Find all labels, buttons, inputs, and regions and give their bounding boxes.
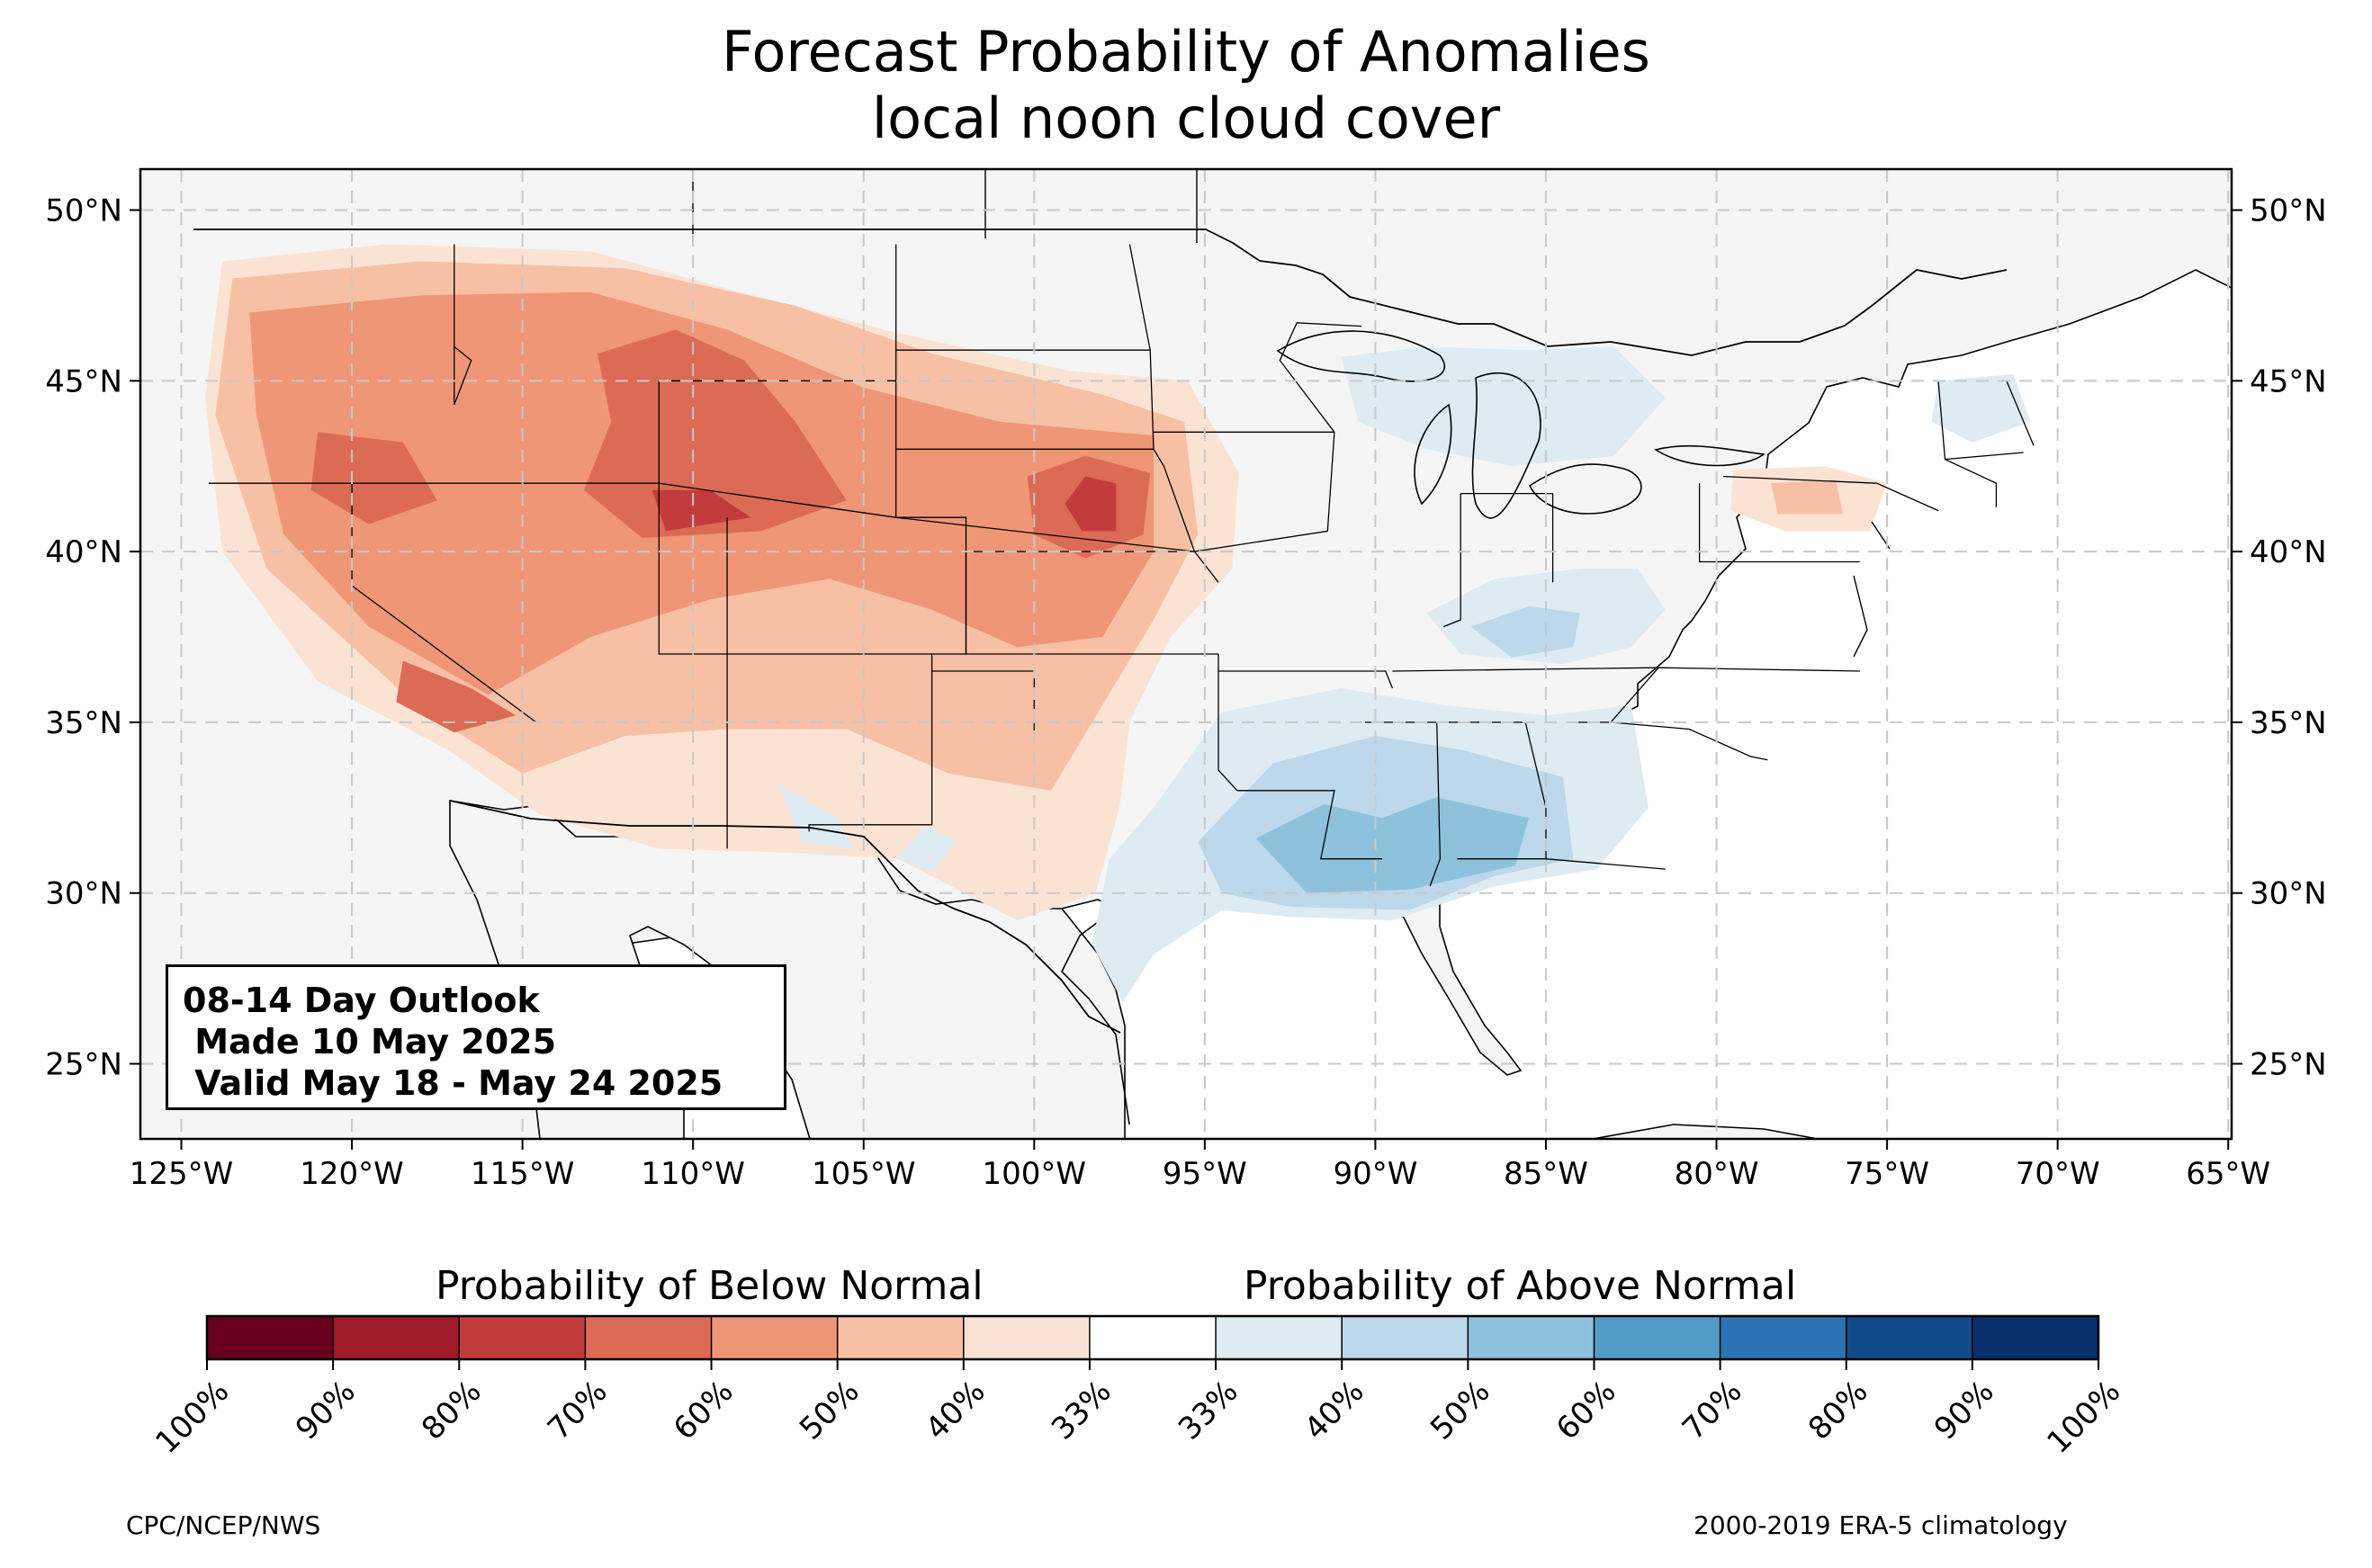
map-frame	[139, 167, 2233, 1141]
colorbar-swatch	[1342, 1316, 1469, 1359]
state-border	[1279, 322, 1362, 433]
anomaly-region-below-80	[651, 489, 751, 532]
credit-left: CPC/NCEP/NWS	[126, 1510, 321, 1540]
state-border	[1236, 790, 1382, 860]
lon-label: 80°W	[1675, 1156, 1759, 1192]
colorbar-swatch	[963, 1316, 1091, 1359]
state-border	[1698, 483, 1860, 563]
colorbar	[205, 1314, 2100, 1370]
credit-right: 2000-2019 ERA-5 climatology	[1694, 1510, 2068, 1540]
gridlines	[140, 169, 2232, 1139]
state-border	[1545, 858, 1666, 870]
outlook-made-date: Made 10 May 2025	[183, 1022, 557, 1062]
lat-label-right: 30°N	[2250, 876, 2327, 912]
us-canada-border	[193, 228, 2008, 356]
state-border	[1723, 475, 1939, 512]
map-subtitle: local noon cloud cover	[871, 85, 1501, 151]
colorbar-swatch	[585, 1316, 713, 1359]
colorbar-swatch	[1468, 1316, 1595, 1359]
colorbar-swatch	[1846, 1316, 1973, 1359]
land-gulf-shoreline	[1061, 908, 1130, 1125]
lat-label-right: 40°N	[2250, 534, 2327, 570]
lon-label: 125°W	[130, 1156, 234, 1192]
lat-label-right: 35°N	[2250, 705, 2327, 741]
anomaly-region-above-60	[1255, 797, 1529, 893]
colorbar-swatch	[1594, 1316, 1721, 1359]
lon-label: 85°W	[1504, 1156, 1588, 1192]
lon-label: 65°W	[2186, 1156, 2270, 1192]
lon-label: 70°W	[2016, 1156, 2100, 1192]
lon-label: 90°W	[1333, 1156, 1417, 1192]
anomaly-region-below-50	[1771, 479, 1843, 515]
state-border	[1937, 381, 1998, 507]
colorbar-swatch	[1216, 1316, 1343, 1359]
anomaly-region-above-40	[897, 824, 957, 873]
lon-label: 75°W	[1845, 1156, 1929, 1192]
colorbar-swatch	[459, 1316, 586, 1359]
lat-label-right: 50°N	[2250, 193, 2327, 229]
outlook-period: 08-14 Day Outlook	[183, 981, 540, 1020]
colorbar-frame	[205, 1314, 2100, 1361]
great-lakes	[1276, 330, 1766, 519]
anomaly-region-below-80	[1065, 476, 1117, 532]
state-border	[1128, 244, 1151, 351]
land-cuba	[1592, 1124, 1819, 1139]
anomaly-region-above-50	[1470, 605, 1580, 658]
lat-label-left: 35°N	[45, 705, 122, 741]
colorbar-swatch	[1089, 1316, 1217, 1359]
colorbar-swatch	[333, 1316, 460, 1359]
lat-label-left: 40°N	[45, 534, 122, 570]
colorbar-swatch	[711, 1316, 839, 1359]
state-border	[2006, 381, 2035, 446]
lon-label: 115°W	[471, 1156, 575, 1192]
colorbar-swatch	[837, 1316, 965, 1359]
anomaly-region-above-40	[1931, 373, 2031, 443]
state-border	[1945, 452, 2024, 461]
outlook-valid-dates: Valid May 18 - May 24 2025	[183, 1063, 723, 1103]
lat-label-left: 45°N	[45, 363, 122, 399]
colorbar-swatch	[207, 1316, 334, 1359]
lon-label: 120°W	[300, 1156, 404, 1192]
legend-above-heading: Probability of Above Normal	[1244, 1263, 1797, 1309]
legend-below-heading: Probability of Below Normal	[436, 1263, 984, 1309]
lat-label-left: 50°N	[45, 193, 122, 229]
anomaly-region-below-70	[396, 660, 516, 733]
state-border	[1193, 432, 1335, 583]
anomaly-shading	[205, 244, 2031, 1003]
state-border	[1217, 654, 1238, 792]
lon-label: 110°W	[641, 1156, 745, 1192]
lon-label: 100°W	[983, 1156, 1087, 1192]
lat-label-left: 25°N	[45, 1046, 122, 1082]
lon-label: 95°W	[1163, 1156, 1247, 1192]
lat-label-right: 25°N	[2250, 1046, 2327, 1082]
colorbar-swatch	[1972, 1316, 2099, 1359]
state-border	[1442, 493, 1461, 628]
lat-label-right: 45°N	[2250, 363, 2327, 399]
map-axes: 125°W 120°W 115°W 110°W 105°W 100°W 95°W 90°W 85…	[45, 193, 2326, 1192]
anomaly-region-below-70	[310, 432, 437, 524]
us-mexico-border	[449, 800, 1121, 1034]
outlook-info-box: 08-14 Day Outlook Made 10 May 2025 Valid…	[166, 964, 786, 1110]
lon-label: 105°W	[812, 1156, 916, 1192]
state-border	[454, 244, 472, 406]
lat-label-left: 30°N	[45, 876, 122, 912]
state-border	[1218, 670, 1394, 689]
state-border	[1149, 350, 1196, 552]
map-title: Forecast Probability of Anomalies	[722, 19, 1650, 85]
colorbar-swatch	[1720, 1316, 1847, 1359]
state-border	[1392, 667, 1659, 672]
